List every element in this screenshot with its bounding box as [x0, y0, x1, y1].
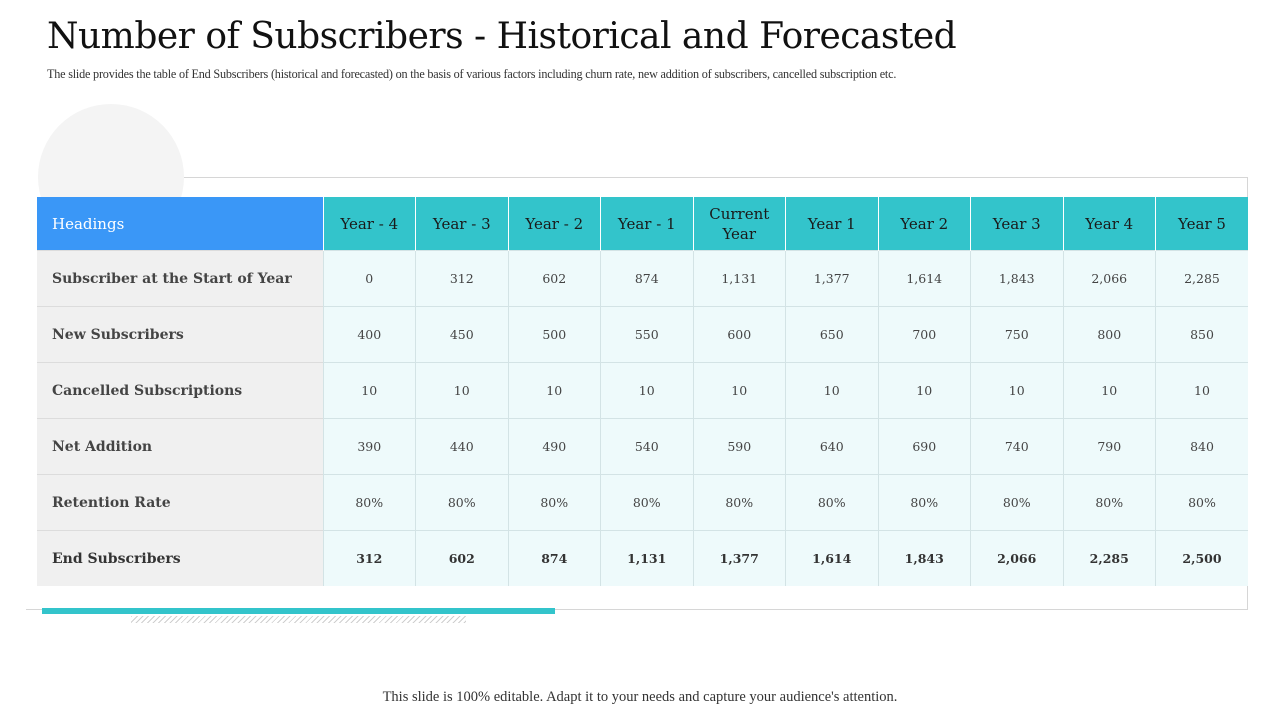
table-cell: 80%: [322, 474, 416, 531]
table-cell: 1,843: [877, 530, 971, 586]
table-cell: 2,066: [1062, 250, 1156, 307]
table-cell: 80%: [415, 474, 508, 531]
table-row: Retention Rate 80% 80% 80% 80% 80% 80% 8…: [37, 474, 1248, 531]
header-cell-year: Year 2: [877, 197, 971, 251]
table-cell: 10: [600, 362, 693, 419]
row-label: Retention Rate: [37, 474, 323, 531]
table-cell: 10: [1155, 362, 1248, 419]
footer-note: This slide is 100% editable. Adapt it to…: [382, 689, 898, 705]
table-cell: 790: [1062, 418, 1156, 475]
table-cell: 1,843: [970, 250, 1063, 307]
table-row: Subscriber at the Start of Year 0 312 60…: [37, 250, 1248, 307]
table-cell: 10: [322, 362, 416, 419]
table-cell: 590: [692, 418, 786, 475]
row-label: Subscriber at the Start of Year: [37, 250, 323, 307]
table-header-row: Headings Year - 4 Year - 3 Year - 2 Year…: [37, 197, 1248, 251]
table-cell: 10: [692, 362, 786, 419]
table-cell: 602: [507, 250, 601, 307]
table-cell: 602: [415, 530, 508, 586]
table-cell: 450: [415, 306, 508, 363]
row-label: New Subscribers: [37, 306, 323, 363]
table-cell: 400: [322, 306, 416, 363]
table-row: Cancelled Subscriptions 10 10 10 10 10 1…: [37, 362, 1248, 419]
header-cell-year: Year 3: [970, 197, 1063, 251]
table-cell: 1,614: [785, 530, 878, 586]
table-cell: 10: [415, 362, 508, 419]
table-cell: 80%: [692, 474, 786, 531]
table-cell: 700: [877, 306, 971, 363]
table-row: End Subscribers 312 602 874 1,131 1,377 …: [37, 530, 1248, 586]
table-cell: 2,285: [1155, 250, 1248, 307]
table-cell: 1,131: [692, 250, 786, 307]
table-row: New Subscribers 400 450 500 550 600 650 …: [37, 306, 1248, 363]
table-cell: 80%: [970, 474, 1063, 531]
table-cell: 1,131: [600, 530, 693, 586]
row-label: End Subscribers: [37, 530, 323, 586]
table-cell: 440: [415, 418, 508, 475]
table-cell: 10: [1062, 362, 1156, 419]
header-cell-year: Year - 3: [415, 197, 508, 251]
table-cell: 600: [692, 306, 786, 363]
table-cell: 500: [507, 306, 601, 363]
table-cell: 312: [415, 250, 508, 307]
header-cell-year: Year - 4: [322, 197, 416, 251]
table-cell: 550: [600, 306, 693, 363]
table-cell: 10: [785, 362, 878, 419]
table-cell: 2,500: [1155, 530, 1248, 586]
table-cell: 540: [600, 418, 693, 475]
row-label: Net Addition: [37, 418, 323, 475]
table-cell: 1,377: [785, 250, 878, 307]
table-cell: 490: [507, 418, 601, 475]
table-cell: 2,285: [1062, 530, 1156, 586]
decorative-hatch: [131, 616, 466, 623]
table-cell: 650: [785, 306, 878, 363]
table-cell: 312: [322, 530, 416, 586]
table-cell: 800: [1062, 306, 1156, 363]
table-row: Net Addition 390 440 490 540 590 640 690…: [37, 418, 1248, 475]
table-cell: 750: [970, 306, 1063, 363]
header-cell-year: Current Year: [692, 197, 786, 251]
slide-subtitle: The slide provides the table of End Subs…: [47, 67, 897, 81]
table-cell: 874: [507, 530, 601, 586]
table-cell: 80%: [600, 474, 693, 531]
table-cell: 80%: [507, 474, 601, 531]
table-cell: 690: [877, 418, 971, 475]
table-cell: 80%: [877, 474, 971, 531]
subscribers-table: Headings Year - 4 Year - 3 Year - 2 Year…: [37, 197, 1248, 586]
table-cell: 850: [1155, 306, 1248, 363]
header-cell-headings: Headings: [37, 197, 323, 251]
table-cell: 80%: [1155, 474, 1248, 531]
table-cell: 390: [322, 418, 416, 475]
table-cell: 874: [600, 250, 693, 307]
header-cell-year: Year 4: [1062, 197, 1156, 251]
table-cell: 640: [785, 418, 878, 475]
accent-bar: [42, 608, 555, 614]
table-cell: 740: [970, 418, 1063, 475]
table-cell: 1,377: [692, 530, 786, 586]
table-cell: 10: [877, 362, 971, 419]
header-cell-year: Year 5: [1155, 197, 1248, 251]
table-cell: 2,066: [970, 530, 1063, 586]
table-cell: 1,614: [877, 250, 971, 307]
table-cell: 80%: [785, 474, 878, 531]
table-cell: 840: [1155, 418, 1248, 475]
header-cell-year: Year - 1: [600, 197, 693, 251]
header-cell-year: Year - 2: [507, 197, 601, 251]
table-cell: 80%: [1062, 474, 1156, 531]
table-cell: 0: [322, 250, 416, 307]
row-label: Cancelled Subscriptions: [37, 362, 323, 419]
slide-title: Number of Subscribers - Historical and F…: [47, 16, 957, 57]
table-cell: 10: [970, 362, 1063, 419]
table-cell: 10: [507, 362, 601, 419]
header-cell-year: Year 1: [785, 197, 878, 251]
